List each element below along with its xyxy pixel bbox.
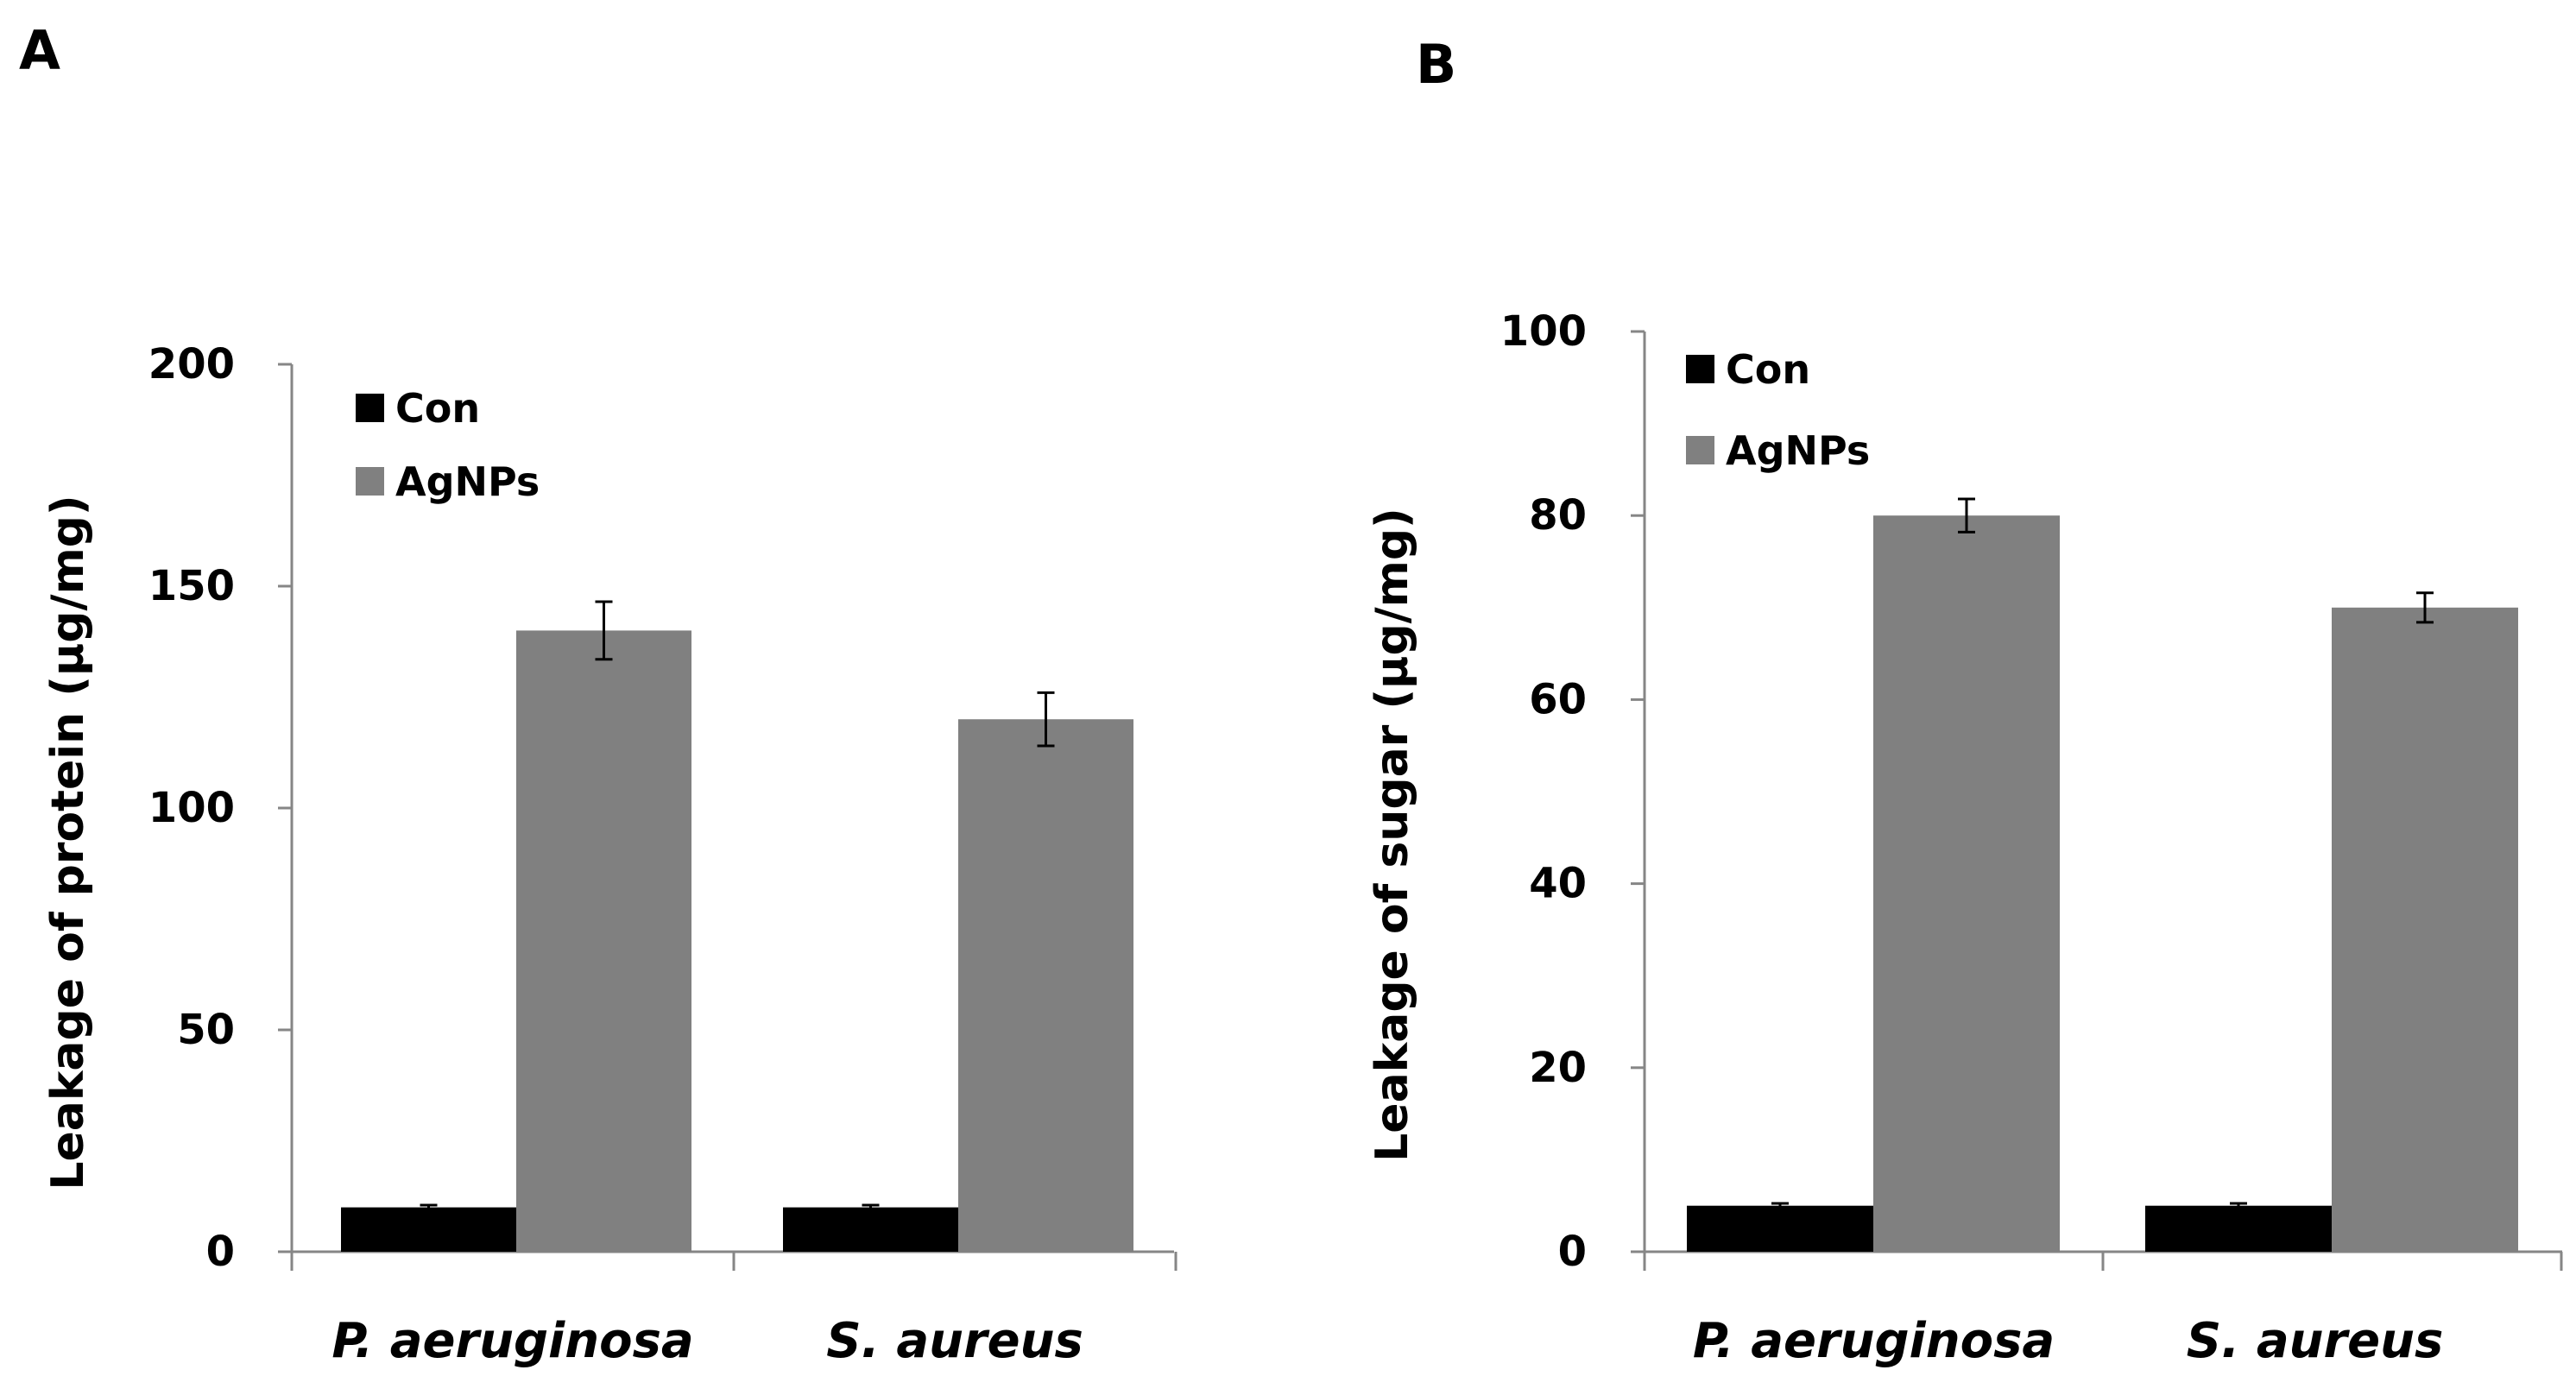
bar-con-p-aeruginosa [341, 1207, 516, 1252]
legend-label-con: Con [395, 385, 480, 432]
y-tick-label: 20 [1529, 1044, 1587, 1092]
y-tick-label: 80 [1529, 491, 1587, 540]
legend-label-agnps: AgNPs [1726, 427, 1870, 474]
y-tick-label: 150 [148, 562, 235, 610]
y-tick-label: 60 [1529, 675, 1587, 723]
legend-swatch-agnps [1686, 436, 1714, 464]
y-tick-label: 50 [177, 1006, 235, 1054]
bar-agnps-s-aureus [2332, 607, 2518, 1252]
bar-con-s-aureus [2145, 1205, 2332, 1252]
panel-a-label: A [19, 19, 60, 82]
bar-agnps-s-aureus [958, 719, 1133, 1252]
panel-a-chart: A 0 50 100 150 200 P. aeruginosa S. aureus Con Ag… [19, 19, 1178, 1369]
y-tick-label: 100 [148, 784, 235, 832]
legend-swatch-agnps [356, 467, 384, 496]
x-category-label: P. aeruginosa [1693, 1313, 2055, 1369]
y-tick-label: 100 [1500, 307, 1587, 356]
x-category-label: S. aureus [826, 1313, 1083, 1369]
y-tick-label: 0 [206, 1228, 235, 1276]
bar-con-s-aureus [783, 1207, 958, 1252]
bar-con-p-aeruginosa [1687, 1205, 1873, 1252]
legend-swatch-con [356, 394, 384, 422]
bar-agnps-p-aeruginosa [1873, 515, 2060, 1252]
legend-swatch-con [1686, 355, 1714, 383]
x-category-label: P. aeruginosa [331, 1313, 693, 1369]
panel-b-label: B [1416, 33, 1456, 96]
y-axis-title: Leakage of sugar (μg/mg) [1367, 508, 1418, 1162]
y-axis-title: Leakage of protein (μg/mg) [42, 495, 94, 1190]
x-category-label: S. aureus [2187, 1313, 2444, 1369]
y-tick-label: 40 [1529, 860, 1587, 908]
legend-label-agnps: AgNPs [395, 458, 540, 505]
panel-b-chart: B 0 20 40 60 80 100 P. aeruginosa S. aureus Con Ag… [1367, 33, 2563, 1369]
bar-agnps-p-aeruginosa [516, 630, 691, 1252]
legend-label-con: Con [1726, 346, 1810, 393]
y-tick-label: 200 [148, 340, 235, 388]
y-tick-label: 0 [1558, 1228, 1587, 1276]
